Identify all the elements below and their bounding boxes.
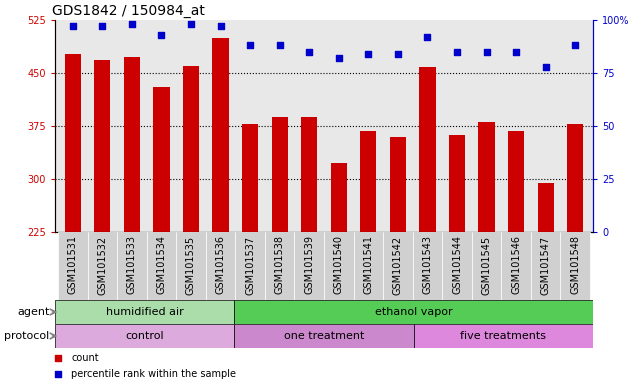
Point — [127, 21, 137, 27]
Bar — [212, 38, 229, 232]
Bar — [413, 232, 442, 300]
Text: GSM101539: GSM101539 — [304, 235, 314, 295]
Text: GSM101533: GSM101533 — [127, 235, 137, 295]
Point — [422, 34, 433, 40]
Bar — [55, 300, 235, 324]
Text: GSM101544: GSM101544 — [452, 235, 462, 295]
Point — [540, 64, 551, 70]
Bar — [324, 232, 354, 300]
Text: GSM101540: GSM101540 — [334, 235, 344, 295]
Bar — [383, 232, 413, 300]
Bar — [413, 324, 593, 348]
Text: GSM101546: GSM101546 — [511, 235, 521, 295]
Bar — [472, 232, 501, 300]
Text: GSM101535: GSM101535 — [186, 235, 196, 295]
Text: GSM101542: GSM101542 — [393, 235, 403, 295]
Point — [274, 42, 285, 48]
Text: five treatments: five treatments — [460, 331, 546, 341]
Text: count: count — [71, 353, 99, 363]
Text: protocol: protocol — [4, 331, 49, 341]
Point — [511, 49, 521, 55]
Bar — [301, 117, 317, 232]
Bar — [442, 232, 472, 300]
Bar — [88, 232, 117, 300]
Point — [363, 51, 374, 57]
Point — [452, 49, 462, 55]
Text: GSM101532: GSM101532 — [97, 235, 107, 295]
Text: one treatment: one treatment — [284, 331, 364, 341]
Point — [240, 290, 251, 296]
Text: percentile rank within the sample: percentile rank within the sample — [71, 369, 236, 379]
Bar — [294, 232, 324, 300]
Point — [245, 42, 255, 48]
Point — [304, 49, 314, 55]
Bar — [176, 232, 206, 300]
Bar — [360, 131, 376, 232]
Text: GSM101534: GSM101534 — [156, 235, 167, 295]
Bar — [531, 232, 560, 300]
Bar — [94, 60, 110, 232]
Text: GSM101541: GSM101541 — [363, 235, 373, 295]
Text: GSM101545: GSM101545 — [481, 235, 492, 295]
Text: GSM101547: GSM101547 — [541, 235, 551, 295]
Bar — [478, 122, 495, 232]
Bar — [153, 87, 170, 232]
Text: control: control — [126, 331, 164, 341]
Point — [186, 21, 196, 27]
Bar — [390, 137, 406, 232]
Bar — [235, 324, 413, 348]
Bar — [560, 232, 590, 300]
Bar — [124, 57, 140, 232]
Text: GSM101537: GSM101537 — [245, 235, 255, 295]
Bar — [419, 67, 436, 232]
Bar — [501, 232, 531, 300]
Bar — [65, 54, 81, 232]
Bar — [508, 131, 524, 232]
Point — [334, 55, 344, 61]
Text: humidified air: humidified air — [106, 307, 183, 317]
Text: GSM101538: GSM101538 — [274, 235, 285, 295]
Bar — [147, 232, 176, 300]
Bar — [538, 182, 554, 232]
Text: ethanol vapor: ethanol vapor — [375, 307, 453, 317]
Point — [240, 145, 251, 151]
Point — [97, 23, 108, 30]
Text: GDS1842 / 150984_at: GDS1842 / 150984_at — [53, 3, 205, 18]
Text: GSM101531: GSM101531 — [68, 235, 78, 295]
Bar — [449, 135, 465, 232]
Point — [481, 49, 492, 55]
Bar — [183, 66, 199, 232]
Bar — [235, 232, 265, 300]
Bar — [55, 324, 235, 348]
Text: GSM101548: GSM101548 — [570, 235, 580, 295]
Bar — [235, 300, 593, 324]
Bar — [272, 117, 288, 232]
Bar — [206, 232, 235, 300]
Point — [393, 51, 403, 57]
Bar — [265, 232, 294, 300]
Point — [215, 23, 226, 30]
Text: GSM101536: GSM101536 — [215, 235, 226, 295]
Point — [156, 32, 167, 38]
Point — [570, 42, 580, 48]
Text: GSM101543: GSM101543 — [422, 235, 433, 295]
Bar — [354, 232, 383, 300]
Bar — [58, 232, 88, 300]
Point — [67, 23, 78, 30]
Bar — [567, 124, 583, 232]
Bar — [331, 164, 347, 232]
Bar — [242, 124, 258, 232]
Bar — [117, 232, 147, 300]
Text: agent: agent — [17, 307, 49, 317]
